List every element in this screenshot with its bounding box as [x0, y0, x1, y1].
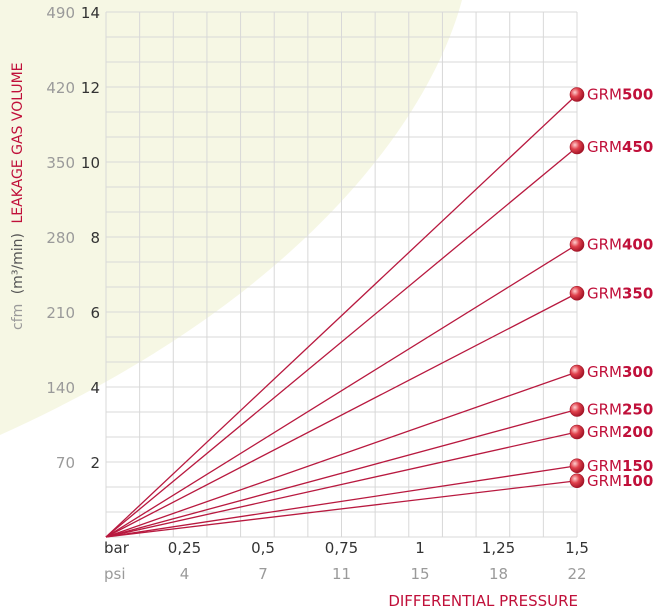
series-marker: [569, 364, 585, 380]
y-tick-label-cfm: 490: [46, 4, 75, 22]
y-title-text: LEAKAGE GAS VOLUME: [10, 63, 26, 224]
series-line: [105, 292, 578, 538]
y-tick-label: 14: [81, 4, 100, 22]
series-marker: [569, 87, 585, 102]
x-tick-label: 1,5: [565, 539, 589, 557]
series-line: [105, 465, 578, 538]
series-labels: GRM500 GRM450 GRM400 GRM350 GRM300 GRM250 GRM2…: [587, 86, 653, 490]
series-line: [105, 146, 578, 538]
series-label: GRM400: [587, 236, 653, 254]
y-tick-label: 8: [90, 229, 100, 247]
series-lines: [105, 94, 578, 538]
y-tick-label-cfm: 280: [46, 229, 75, 247]
x-tick-label-psi: 4: [180, 565, 190, 583]
series-label: GRM100: [587, 472, 653, 490]
series-marker: [569, 424, 585, 440]
y-tick-label: 6: [90, 304, 100, 322]
series-marker: [569, 139, 585, 155]
y-title-unit-cfm: cfm: [10, 304, 26, 330]
series-label: GRM150: [587, 457, 653, 475]
series-line: [105, 371, 578, 538]
x-tick-label: 0,75: [325, 539, 358, 557]
series-marker: [569, 402, 585, 417]
grid: [105, 11, 578, 538]
series-line: [105, 408, 578, 538]
y-tick-label: 10: [81, 154, 100, 172]
series-line: [105, 480, 578, 538]
x-tick-label: 1,25: [482, 539, 515, 557]
y-tick-label: 2: [90, 454, 100, 472]
x-tick-label-psi: 15: [410, 565, 429, 583]
y-axis-title: cfm (m³/min) LEAKAGE GAS VOLUME: [10, 63, 26, 331]
series-label: GRM450: [587, 138, 653, 156]
y-tick-label-cfm: 210: [46, 304, 75, 322]
x-axis-title: DIFFERENTIAL PRESSURE: [388, 592, 578, 610]
series-label: GRM200: [587, 423, 653, 441]
series-label: GRM500: [587, 86, 653, 104]
series-marker: [569, 473, 585, 489]
series-marker: [569, 285, 585, 301]
y-title-unit-m3: (m³/min): [10, 233, 26, 294]
series-markers: [569, 87, 585, 489]
x-tick-label-psi: 18: [489, 565, 508, 583]
y-tick-label-cfm: 70: [56, 454, 75, 472]
series-label: GRM300: [587, 363, 653, 381]
x-unit-psi: psi: [104, 565, 126, 583]
background-arc: [0, 0, 462, 435]
y-tick-label-cfm: 350: [46, 154, 75, 172]
series-line: [105, 243, 578, 538]
series-line: [105, 431, 578, 538]
y-tick-label: 12: [81, 79, 100, 97]
y-tick-label: 4: [90, 379, 100, 397]
x-unit-bar: bar: [104, 539, 130, 557]
series-marker: [569, 458, 585, 474]
y-tick-label-cfm: 140: [46, 379, 75, 397]
y-tick-label-cfm: 420: [46, 79, 75, 97]
x-tick-label-psi: 7: [258, 565, 268, 583]
y-axis-ticks: 2 70 4 140 6 210 8 280 10 350 12 420 14 490: [46, 4, 100, 472]
x-tick-label: 0,25: [168, 539, 201, 557]
svg-text:cfm (m³/min) LEAKA: cfm (m³/min) LEAKAGE GAS VOLUME: [10, 63, 26, 331]
series-line: [105, 94, 578, 538]
series-label: GRM350: [587, 284, 653, 302]
series-marker: [569, 237, 585, 252]
x-tick-label-psi: 22: [567, 565, 586, 583]
x-tick-label: 0,5: [251, 539, 275, 557]
x-tick-label-psi: 11: [332, 565, 351, 583]
series-label: GRM250: [587, 401, 653, 419]
x-tick-label: 1: [415, 539, 425, 557]
